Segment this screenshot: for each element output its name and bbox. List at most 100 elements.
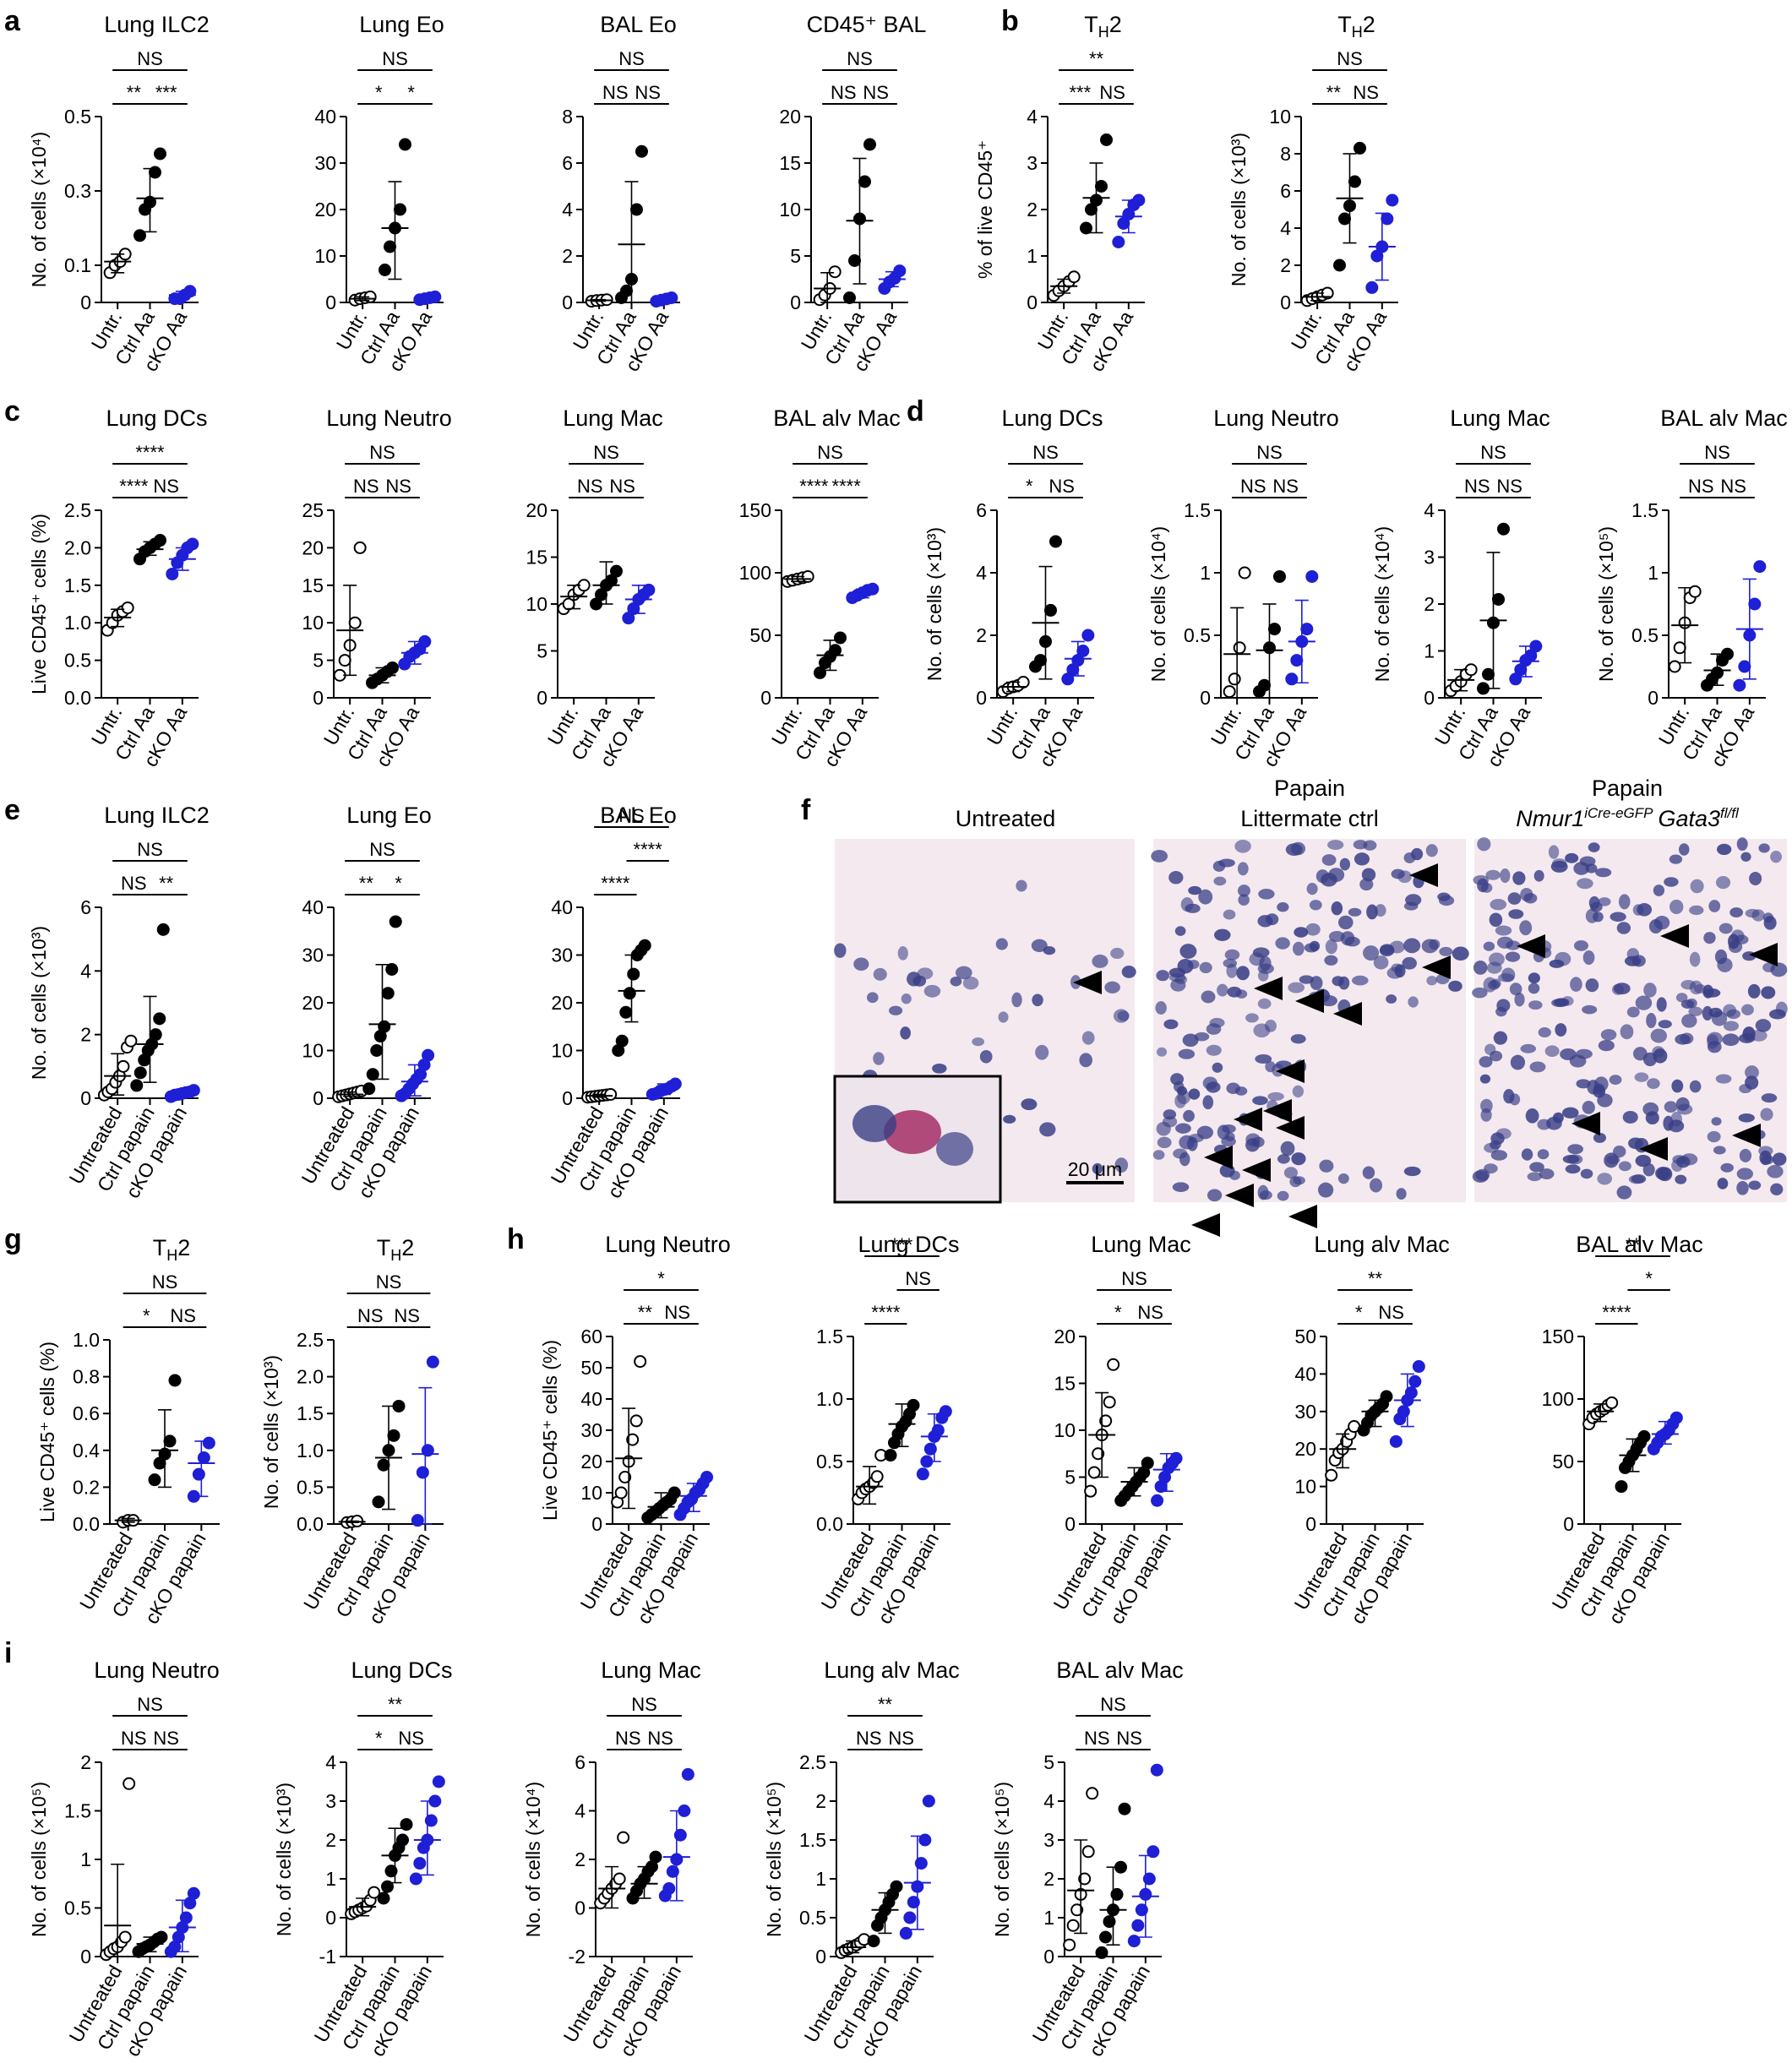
- cell-nucleus: [1325, 939, 1337, 955]
- cell-nucleus: [1363, 840, 1377, 851]
- y-tick-label: 3: [1043, 1829, 1054, 1851]
- data-point: [1135, 1903, 1148, 1917]
- cell-nucleus: [1174, 926, 1186, 936]
- y-axis-label: Live CD45⁺ cells (%): [539, 1340, 561, 1521]
- cell-nucleus: [995, 938, 1008, 950]
- significance-label: ****: [832, 476, 862, 497]
- cell-nucleus: [1528, 1000, 1543, 1010]
- y-tick-label: 40: [580, 1388, 602, 1410]
- data-point: [381, 987, 395, 1000]
- y-tick-label: 50: [580, 1357, 602, 1379]
- cell-nucleus: [1761, 986, 1776, 999]
- cell-nucleus: [1480, 1108, 1492, 1122]
- cell-nucleus: [1570, 977, 1582, 992]
- cell-nucleus: [1201, 990, 1216, 1004]
- significance-label: NS: [385, 476, 411, 497]
- cell-nucleus: [889, 1005, 903, 1015]
- y-axis-label: No. of cells (×10⁵): [991, 1782, 1013, 1937]
- y-tick-label: 20: [302, 536, 324, 558]
- significance-label: NS: [376, 1271, 402, 1293]
- plot-title: Lung Eo: [346, 803, 432, 828]
- y-tick-label: 5: [313, 650, 324, 672]
- y-tick-label: 20: [1294, 1438, 1316, 1460]
- data-point: [1070, 1903, 1084, 1917]
- y-tick-label: 0: [591, 1513, 602, 1535]
- data-point: [1103, 1915, 1116, 1929]
- significance-label: NS: [121, 873, 147, 894]
- significance-label: *: [1114, 1302, 1122, 1323]
- cell-nucleus: [1722, 1033, 1740, 1047]
- cell-nucleus: [1035, 1044, 1049, 1060]
- cell-nucleus: [1565, 1164, 1581, 1174]
- y-axis-label: No. of cells (×10⁴): [1371, 526, 1393, 682]
- significance-label: NS: [121, 1728, 147, 1749]
- data-point: [700, 1471, 714, 1483]
- cell-nucleus: [1582, 1101, 1595, 1114]
- y-tick-label: 1.5: [297, 1402, 324, 1424]
- cell-nucleus: [1212, 1062, 1223, 1073]
- y-tick-label: 0: [80, 1087, 91, 1109]
- cell-nucleus: [1745, 1065, 1759, 1080]
- cell-nucleus: [1600, 1029, 1617, 1041]
- eosinophil-arrow: [1422, 955, 1451, 979]
- data-point: [635, 144, 648, 158]
- data-point: [634, 1355, 647, 1369]
- y-tick-label: 2: [562, 245, 573, 267]
- y-tick-label: 4: [1027, 106, 1038, 128]
- significance-label: NS: [1099, 82, 1125, 103]
- significance-label: NS: [635, 82, 661, 103]
- y-tick-label: 20: [314, 199, 336, 220]
- cell-nucleus: [1632, 904, 1644, 916]
- micrograph-title-papain-ctrl: Papain: [1274, 776, 1345, 801]
- cell-nucleus: [1257, 998, 1272, 1010]
- panel-letter-c: c: [4, 395, 20, 427]
- significance-label: NS: [618, 805, 645, 826]
- eosinophil-arrow: [1276, 1059, 1305, 1083]
- data-point: [829, 644, 842, 657]
- significance-label: ****: [119, 476, 149, 497]
- data-point: [424, 1814, 438, 1827]
- cell-nucleus: [1690, 879, 1704, 894]
- cell-nucleus: [1252, 1096, 1268, 1106]
- data-point: [1753, 560, 1767, 574]
- significance-label: ****: [634, 839, 663, 860]
- cell-nucleus: [1479, 1056, 1493, 1068]
- significance-label: NS: [593, 442, 619, 463]
- cell-nucleus: [1486, 961, 1502, 974]
- cell-nucleus: [1658, 1020, 1672, 1029]
- eosinophil-arrow: [1409, 863, 1438, 887]
- cell-nucleus: [1647, 1078, 1660, 1090]
- data-point: [1637, 1429, 1651, 1443]
- y-tick-label: 4: [575, 1800, 586, 1822]
- y-tick-label: 4: [1043, 1790, 1054, 1812]
- data-point: [1397, 1405, 1410, 1418]
- cell-nucleus: [1496, 936, 1514, 949]
- micrograph-titles: Untreated Papain Littermate ctrl Papain …: [956, 776, 1740, 831]
- y-tick-label: 0.5: [297, 1476, 324, 1498]
- cell-nucleus: [1616, 922, 1631, 934]
- significance-label: *: [1026, 476, 1033, 497]
- significance-label: NS: [152, 1271, 178, 1293]
- cell-nucleus: [1618, 894, 1631, 910]
- cell-nucleus: [1561, 996, 1574, 1006]
- y-tick-label: 2.5: [64, 499, 91, 521]
- cell-nucleus: [1305, 923, 1321, 936]
- cell-nucleus: [1110, 947, 1125, 960]
- significance-label: NS: [631, 1694, 657, 1715]
- data-point: [630, 203, 643, 216]
- cell-nucleus: [1375, 904, 1386, 917]
- y-tick-label: 30: [551, 944, 573, 966]
- cell-nucleus: [1723, 1021, 1740, 1032]
- cell-nucleus: [1224, 1132, 1235, 1141]
- plot-title: Lung alv Mac: [1314, 1232, 1450, 1257]
- cell-nucleus: [1179, 944, 1197, 959]
- y-tick-label: 10: [580, 1482, 602, 1504]
- cell-nucleus: [1421, 939, 1439, 954]
- cell-nucleus: [1332, 976, 1344, 987]
- y-tick-label: 1.5: [1631, 499, 1659, 521]
- data-point: [1100, 133, 1113, 146]
- data-point: [1300, 623, 1314, 636]
- y-tick-label: 5: [1043, 1751, 1054, 1773]
